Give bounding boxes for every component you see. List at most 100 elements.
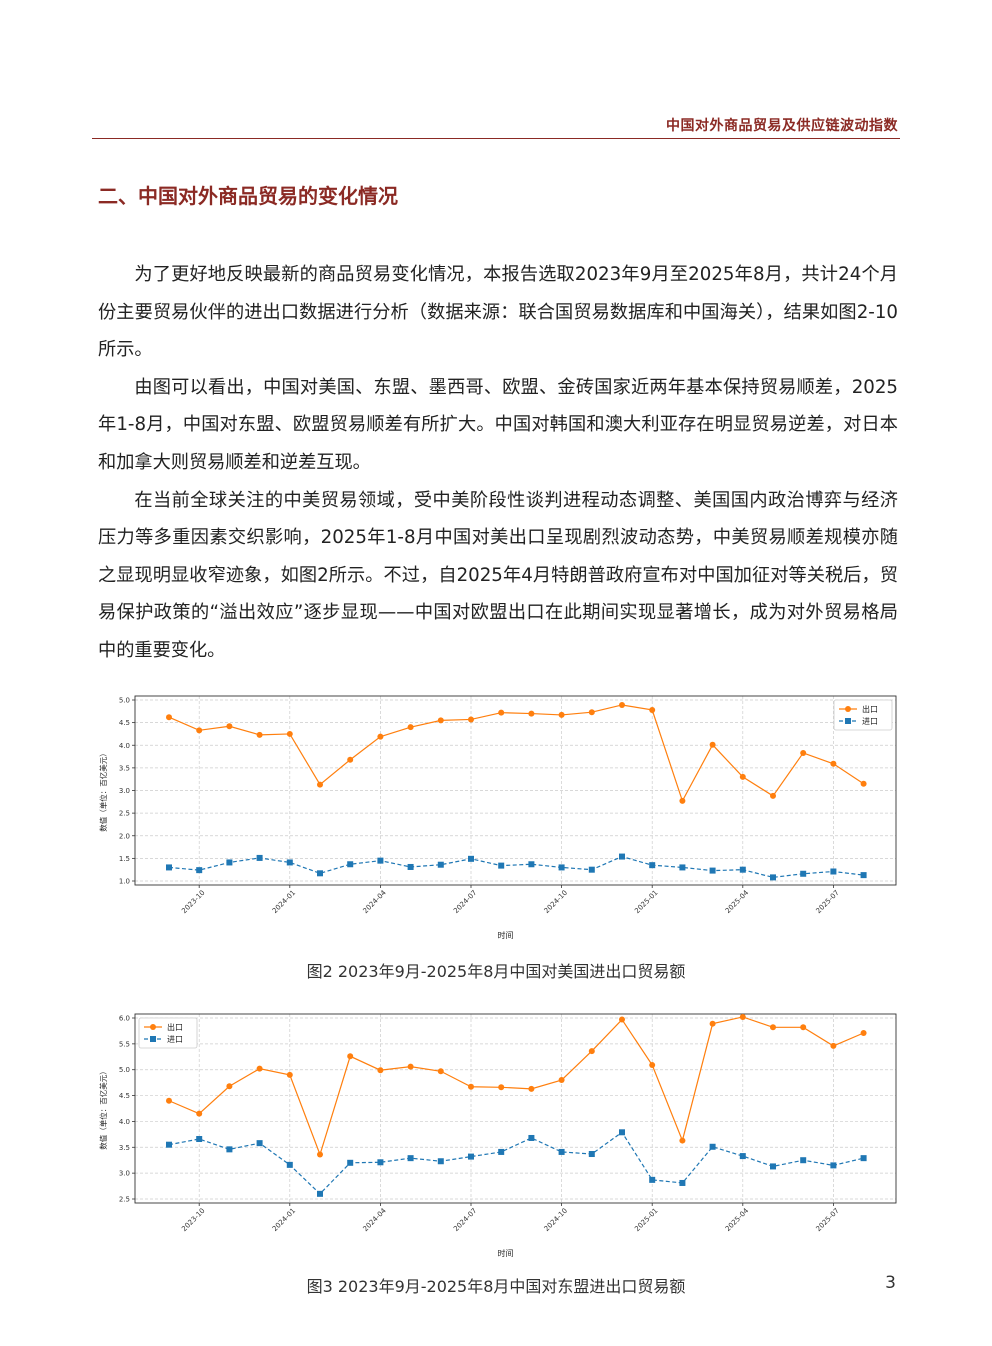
x-tick-label: 2025-01: [633, 889, 659, 915]
data-point: [770, 1163, 776, 1170]
data-point: [649, 1062, 656, 1069]
y-tick-label: 3.5: [119, 1144, 130, 1152]
data-point: [800, 1024, 807, 1031]
x-tick-label: 2023-10: [180, 889, 206, 915]
data-point: [709, 1020, 716, 1027]
data-point: [317, 781, 323, 788]
data-point: [800, 1157, 807, 1164]
data-point: [709, 1143, 716, 1150]
y-tick-label: 5.0: [119, 1066, 130, 1074]
data-point: [407, 1155, 414, 1162]
data-point: [377, 733, 384, 740]
y-tick-label: 1.0: [119, 878, 130, 886]
data-point: [649, 706, 656, 713]
data-point: [830, 868, 837, 875]
data-point: [558, 711, 565, 718]
data-point: [407, 1063, 414, 1070]
data-point: [860, 1029, 867, 1036]
data-point: [498, 1148, 505, 1155]
series-line: [168, 855, 864, 878]
data-point: [558, 1148, 565, 1155]
data-point: [166, 864, 172, 871]
data-point: [407, 724, 414, 731]
figure-caption: 图3 2023年9月-2025年8月中国对东盟进出口贸易额: [306, 1277, 686, 1296]
legend-label: 进口: [167, 1035, 183, 1044]
data-point: [588, 1048, 595, 1055]
data-point: [226, 1083, 233, 1090]
data-point: [377, 1067, 384, 1074]
header-divider: [92, 138, 900, 139]
asean-trade-line-chart: 2.5 3.0 3.5 4.0 4.5 5.0 5.5 6.0 2023-10 2024-01 20…: [98, 1013, 897, 1258]
data-point: [226, 1146, 233, 1153]
data-point: [679, 1179, 686, 1186]
us-trade-line-chart: 1.0 1.5 2.0 2.5 3.0 3.5 4.0 4.5 5.0 2023-10 2024-0…: [98, 695, 897, 940]
y-tick-label: 3.5: [119, 764, 130, 772]
data-point: [286, 1071, 293, 1078]
data-point: [528, 710, 535, 717]
paragraph: 在当前全球关注的中美贸易领域，受中美阶段性谈判进程动态调整、美国国内政治博弈与经…: [98, 489, 898, 661]
y-tick-label: 4.0: [119, 1118, 130, 1126]
data-point: [739, 773, 746, 780]
x-axis-label: 时间: [498, 1248, 514, 1258]
data-point: [528, 1134, 535, 1141]
data-point: [588, 1151, 595, 1158]
x-tick-label: 2025-01: [633, 1207, 659, 1233]
data-point: [166, 1097, 172, 1104]
data-point: [498, 709, 505, 716]
data-point: [709, 867, 716, 874]
data-point: [528, 1085, 535, 1092]
legend-marker: [150, 1036, 156, 1042]
data-point: [468, 1083, 474, 1090]
data-point: [619, 701, 625, 708]
data-point: [166, 714, 172, 721]
y-tick-label: 3.0: [119, 787, 130, 795]
figure-asean-trade-chart: 2.5 3.0 3.5 4.0 4.5 5.0 5.5 6.0 2023-10 2024-01 20…: [92, 1006, 902, 1268]
y-tick-label: 4.0: [119, 742, 130, 750]
data-point: [558, 864, 565, 871]
data-point: [347, 861, 354, 868]
data-point: [317, 870, 323, 877]
figure-us-trade-chart: 1.0 1.5 2.0 2.5 3.0 3.5 4.0 4.5 5.0 2023-10 2024-0…: [92, 688, 902, 950]
y-tick-label: 4.5: [119, 1092, 130, 1100]
y-tick-label: 2.5: [119, 1196, 130, 1204]
data-point: [800, 870, 807, 877]
data-point: [800, 749, 807, 756]
legend-marker: [845, 718, 851, 724]
y-tick-label: 2.5: [119, 810, 130, 818]
legend-label: 出口: [862, 704, 878, 714]
x-tick-label: 2023-10: [180, 1207, 206, 1233]
data-point: [588, 709, 595, 716]
y-axis-label: 数值（单位：百亿美元）: [98, 1067, 108, 1150]
x-tick-label: 2024-10: [543, 889, 569, 915]
data-point: [437, 1158, 444, 1165]
plot-frame: [134, 1013, 897, 1204]
data-point: [679, 797, 686, 804]
data-point: [498, 1084, 505, 1091]
x-tick-label: 2025-07: [814, 889, 840, 915]
data-point: [498, 862, 505, 869]
data-point: [196, 1136, 203, 1143]
data-point: [770, 1024, 776, 1031]
data-point: [619, 1129, 625, 1136]
x-axis-label: 时间: [498, 930, 514, 940]
data-point: [166, 1141, 172, 1148]
data-point: [739, 1153, 746, 1160]
data-point: [588, 866, 595, 873]
figure-caption: 图2 2023年9月-2025年8月中国对美国进出口贸易额: [306, 962, 686, 981]
legend-label: 进口: [862, 717, 878, 726]
data-point: [830, 1162, 837, 1169]
data-point: [226, 859, 233, 866]
data-point: [619, 1016, 625, 1023]
legend-marker: [845, 706, 851, 712]
data-point: [830, 760, 837, 767]
report-header-title: 中国对外商品贸易及供应链波动指数: [666, 118, 898, 134]
data-point: [528, 861, 535, 868]
data-point: [377, 1159, 384, 1166]
y-tick-label: 6.0: [119, 1015, 130, 1023]
data-point: [317, 1151, 323, 1158]
y-tick-label: 4.5: [119, 719, 130, 727]
data-point: [256, 1140, 263, 1147]
x-tick-label: 2024-01: [271, 889, 297, 915]
x-tick-label: 2025-04: [724, 888, 751, 915]
x-tick-label: 2024-10: [543, 1207, 569, 1233]
